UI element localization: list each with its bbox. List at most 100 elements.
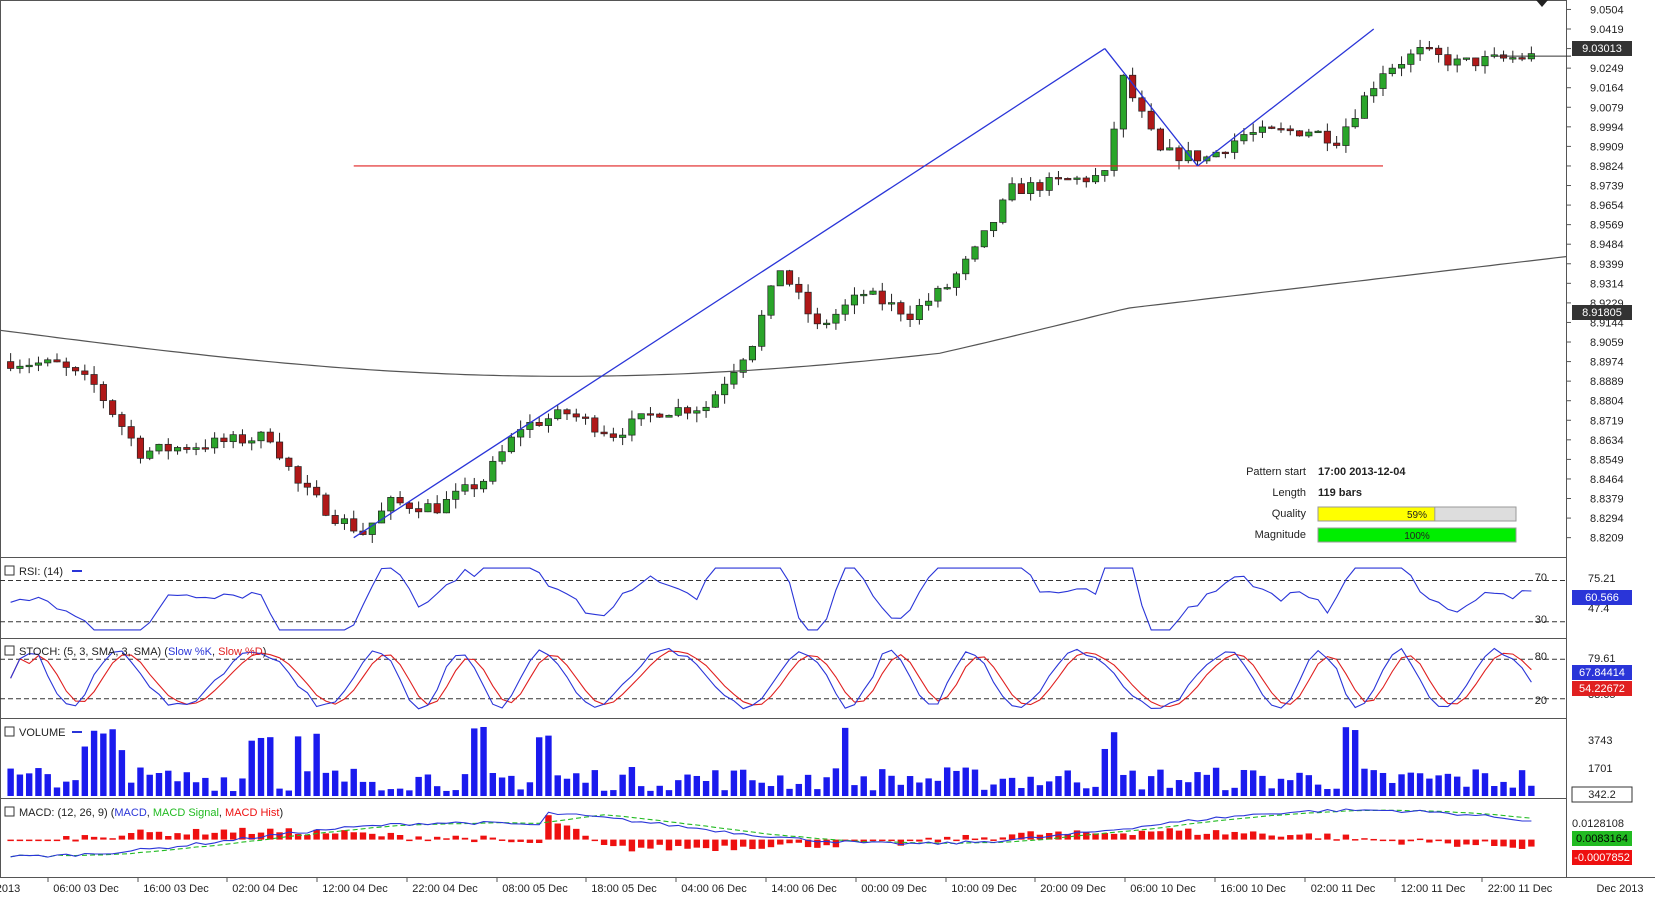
- candle-body: [1342, 126, 1350, 146]
- candle: [1277, 122, 1285, 133]
- macd-hist-bar: [461, 837, 469, 840]
- volume-bar: [508, 775, 515, 796]
- macd-hist-bar: [127, 833, 135, 840]
- macd-hist-bar: [81, 835, 89, 840]
- candle-body: [563, 409, 571, 415]
- macd-hist-bar: [406, 839, 413, 842]
- macd-hist-bar: [1222, 834, 1229, 840]
- candle: [795, 277, 803, 300]
- volume-bar: [25, 773, 33, 796]
- candle: [1342, 118, 1350, 153]
- candle: [563, 408, 571, 420]
- candle: [711, 390, 719, 408]
- candle: [656, 412, 664, 418]
- candle-body: [795, 283, 803, 293]
- stoch-close-box[interactable]: [4, 645, 15, 656]
- candle-body: [1064, 178, 1072, 181]
- macd-hist-bar: [202, 834, 209, 840]
- volume-bar: [1064, 770, 1071, 796]
- volume-bar: [777, 775, 784, 796]
- candle: [405, 500, 413, 514]
- volume-close-box[interactable]: [4, 726, 15, 737]
- volume-bar: [498, 777, 506, 796]
- candle-body: [581, 416, 590, 419]
- volume-bar: [971, 769, 979, 796]
- macd-axis-tick: 0.0128108: [1572, 818, 1624, 830]
- volume-bar: [1045, 781, 1053, 796]
- candle: [1305, 128, 1313, 138]
- time-tick-label: 16:00 03 Dec: [143, 883, 209, 895]
- macd-hist-bar: [860, 839, 867, 843]
- candle-body: [1147, 110, 1155, 130]
- candle: [619, 427, 627, 446]
- macd-hist-bar: [693, 839, 701, 848]
- macd-hist-bar: [610, 839, 617, 847]
- candle: [1240, 128, 1248, 145]
- volume-bar: [990, 784, 997, 796]
- volume-bar: [647, 790, 654, 796]
- candle-body: [53, 359, 61, 363]
- candle: [628, 410, 636, 442]
- volume-bar: [1268, 788, 1275, 796]
- macd-hist-bar: [424, 839, 432, 842]
- macd-hist-bar: [7, 839, 14, 842]
- candle-body: [730, 372, 738, 385]
- pattern-quality-value: 59%: [1407, 510, 1427, 521]
- macd-hist-bar: [758, 839, 765, 849]
- candle-body: [16, 365, 24, 369]
- candle-body: [498, 451, 506, 462]
- candle: [730, 363, 738, 389]
- macd-hist-bar: [25, 839, 33, 842]
- candle-body: [229, 434, 237, 443]
- rsi-close-box[interactable]: [4, 565, 15, 576]
- macd-hist-bar: [628, 839, 636, 852]
- price-tick-label: 8.9399: [1590, 259, 1624, 271]
- candle: [1166, 139, 1174, 151]
- candle-body: [1295, 130, 1304, 137]
- candle-body: [44, 359, 52, 364]
- macd-hist-bar: [1138, 830, 1146, 840]
- macd-close-box[interactable]: [4, 806, 15, 817]
- candle-body: [739, 359, 747, 373]
- macd-hist-bar: [1287, 835, 1294, 840]
- rsi-line: [10, 567, 1532, 631]
- candle-body: [313, 486, 321, 496]
- candle: [211, 432, 219, 454]
- pattern-line: [1104, 48, 1199, 167]
- macd-hist-bar: [545, 815, 552, 840]
- candle: [1425, 41, 1433, 51]
- macd-hist-bar: [582, 835, 589, 840]
- candle: [1156, 127, 1165, 152]
- candle-body: [887, 302, 896, 305]
- macd-hist-bar: [1296, 834, 1303, 840]
- macd-hist-bar: [44, 839, 51, 842]
- candle: [665, 414, 673, 418]
- candle-body: [396, 497, 404, 504]
- candle-body: [1333, 142, 1341, 146]
- volume-bar: [267, 737, 274, 796]
- candle-body: [897, 302, 905, 315]
- volume-bar: [118, 750, 126, 796]
- macd-hist-bar: [1481, 839, 1489, 842]
- candle-body: [999, 199, 1007, 223]
- candle: [350, 510, 358, 534]
- candle: [962, 255, 970, 281]
- candle-body: [702, 406, 710, 412]
- candle: [25, 358, 33, 374]
- pattern-line: [353, 48, 1106, 539]
- candle-body: [1425, 47, 1433, 50]
- time-tick-label: 22:00 04 Dec: [412, 883, 478, 895]
- candle: [266, 428, 274, 444]
- candle-body: [1138, 97, 1146, 112]
- volume-bar: [712, 770, 719, 796]
- candle-body: [136, 437, 145, 459]
- candle-body: [572, 413, 580, 418]
- stoch-d-last-value: 54.22672: [1579, 683, 1625, 695]
- macd-hist-bar: [1212, 830, 1220, 840]
- candle: [758, 310, 766, 351]
- candle-body: [275, 441, 284, 459]
- volume-bar: [396, 788, 404, 796]
- macd-hist-bar: [1064, 833, 1071, 840]
- candle: [146, 447, 154, 461]
- volume-bar: [814, 789, 821, 796]
